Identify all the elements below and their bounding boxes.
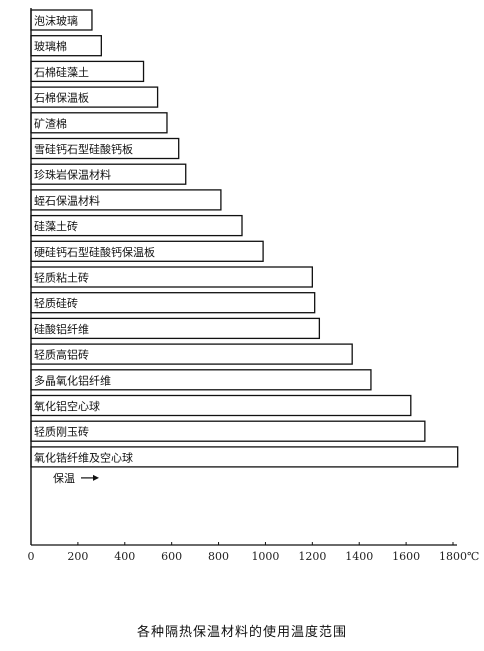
annotation-group: 保温 bbox=[53, 471, 99, 485]
bar-17 bbox=[30, 420, 426, 442]
bar-label-17: 轻质刚玉砖 bbox=[34, 425, 89, 439]
bar-label-5: 矿渣棉 bbox=[34, 116, 67, 130]
bar-label-8: 蛭石保温材料 bbox=[34, 193, 100, 207]
bar-label-16: 氧化铝空心球 bbox=[34, 399, 100, 413]
bar-label-4: 石棉保温板 bbox=[34, 91, 89, 105]
bar-label-7: 珍珠岩保温材料 bbox=[34, 168, 111, 182]
bar-label-9: 硅藻土砖 bbox=[34, 219, 78, 233]
x-tick-label-600: 600 bbox=[161, 550, 182, 563]
annotation-label: 保温 bbox=[53, 471, 75, 485]
bar-label-14: 轻质高铝砖 bbox=[34, 348, 89, 362]
bar-label-3: 石棉硅藻土 bbox=[34, 65, 89, 79]
x-tick-label-1800: 1800 bbox=[439, 550, 467, 563]
x-tick-label-0: 0 bbox=[28, 550, 35, 563]
bar-label-10: 硬硅钙石型硅酸钙保温板 bbox=[34, 245, 155, 259]
x-tick-label-800: 800 bbox=[208, 550, 229, 563]
chart-title: 各种隔热保温材料的使用温度范围 bbox=[136, 625, 347, 640]
x-tick-label-1400: 1400 bbox=[345, 550, 373, 563]
bar-label-6: 雪硅钙石型硅酸钙板 bbox=[34, 142, 133, 156]
x-tick-label-400: 400 bbox=[114, 550, 135, 563]
x-tick-label-1200: 1200 bbox=[298, 550, 326, 563]
x-tick-label-200: 200 bbox=[67, 550, 88, 563]
bar-label-2: 玻璃棉 bbox=[34, 39, 67, 53]
bar-label-12: 轻质硅砖 bbox=[34, 296, 78, 310]
bar-label-18: 氧化锆纤维及空心球 bbox=[34, 450, 133, 464]
bar-label-15: 多晶氧化铝纤维 bbox=[34, 373, 111, 387]
arrow-right-icon bbox=[93, 474, 99, 481]
x-unit-label: ℃ bbox=[467, 550, 479, 563]
bar-label-11: 轻质粘土砖 bbox=[34, 271, 89, 285]
bars-group: 泡沫玻璃玻璃棉石棉硅藻土石棉保温板矿渣棉雪硅钙石型硅酸钙板珍珠岩保温材料蛭石保温… bbox=[30, 9, 459, 468]
x-tick-label-1000: 1000 bbox=[251, 550, 279, 563]
x-ticks-group: 0 200 400 600 800 1000 1200 1400 1600 1800 ℃ bbox=[28, 542, 479, 563]
bar-label-1: 泡沫玻璃 bbox=[34, 14, 78, 28]
x-tick-label-1600: 1600 bbox=[392, 550, 420, 563]
bar-label-13: 硅酸铝纤维 bbox=[34, 322, 89, 336]
